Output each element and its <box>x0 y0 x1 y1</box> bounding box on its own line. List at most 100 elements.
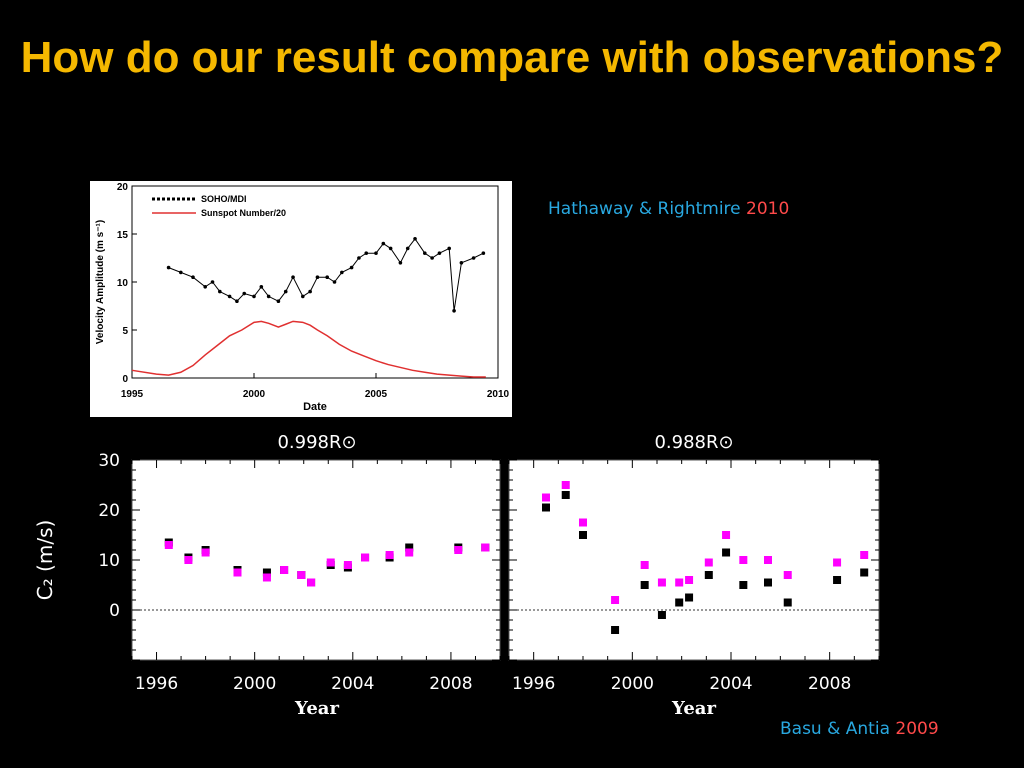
c2-0988-magenta-point <box>764 556 772 564</box>
soho-mdi-point <box>430 256 434 260</box>
c2-0998-magenta-point <box>201 548 210 557</box>
velocity-ylabel: Velocity Amplitude (m s⁻¹) <box>95 220 106 344</box>
soho-mdi-point <box>308 289 312 294</box>
c2-0998-magenta-point <box>361 553 370 562</box>
soho-mdi-point <box>459 261 464 265</box>
soho-mdi-point <box>259 285 264 289</box>
c2-0998-magenta-point <box>297 571 306 579</box>
c2-0988-magenta-point <box>722 531 731 539</box>
c2-0998-x-tick-label: 2008 <box>429 674 472 694</box>
velocity-y-tick-label: 5 <box>122 326 128 337</box>
soho-mdi-point <box>447 246 452 251</box>
c2-chart-0988: 1996 2000 2004 2008 0.988R⊙ Year <box>508 432 880 719</box>
c2-ylabel: C₂ (m/s) <box>33 520 57 601</box>
velocity-legend: SOHO/MDI Sunspot Number/20 <box>152 194 286 218</box>
c2-0998-magenta-point <box>343 561 352 569</box>
c2-0988-magenta-point <box>704 558 713 567</box>
sunspot-line <box>131 320 486 378</box>
soho-mdi-point <box>325 275 330 280</box>
c2-0988-black-point <box>561 491 570 499</box>
velocity-x-tick-label: 1995 <box>121 389 144 400</box>
c2-0988-magenta-point <box>783 571 792 579</box>
c2-0988-plot: 1996 2000 2004 2008 <box>508 459 880 694</box>
c2-0998-magenta-point <box>307 578 316 587</box>
c2-0998-x-tick-label: 2000 <box>233 674 276 694</box>
velocity-chart-background <box>90 181 512 417</box>
soho-mdi-point <box>301 294 305 299</box>
soho-mdi-point <box>276 299 281 304</box>
c2-0988-black-point <box>739 581 748 589</box>
soho-mdi-point <box>357 256 361 260</box>
c2-0998-magenta-point <box>262 573 271 582</box>
c2-0998-magenta-point <box>233 568 242 577</box>
credit-top-year: 2010 <box>746 199 790 219</box>
c2-0998-y-tick-label: 20 <box>98 501 120 521</box>
soho-mdi-point <box>242 291 247 296</box>
velocity-chart-plot: 1995 2000 2005 2010 0 5 10 15 20 <box>117 182 510 400</box>
soho-mdi-point <box>423 251 427 255</box>
c2-0998-magenta-point <box>184 556 193 564</box>
c2-0988-magenta-point <box>675 578 684 587</box>
c2-0998-magenta-point <box>405 548 414 557</box>
c2-0998-magenta-point <box>385 551 394 559</box>
c2-0998-title: 0.998R⊙ <box>277 432 356 453</box>
c2-0988-magenta-point <box>739 556 748 564</box>
c2-0998-frame <box>131 459 501 661</box>
soho-mdi-point <box>210 280 215 284</box>
c2-0998-y-tick-label: 10 <box>98 551 120 571</box>
c2-0988-black-point <box>611 626 620 634</box>
c2-chart-0998: 1996 2000 2004 2008 0 10 20 30 0.998R⊙ Year C₂ … <box>33 432 501 719</box>
c2-0988-frame <box>508 459 880 661</box>
velocity-xlabel: Date <box>303 401 327 413</box>
soho-mdi-point <box>283 289 288 294</box>
c2-0998-black-point <box>405 543 414 552</box>
c2-0988-black-point <box>783 598 792 607</box>
c2-0988-magenta-point <box>657 578 666 587</box>
soho-mdi-point <box>315 275 320 280</box>
soho-mdi-point <box>235 299 239 304</box>
c2-0988-magenta-point <box>833 558 842 567</box>
soho-mdi-point <box>388 246 393 251</box>
c2-0998-magenta-point <box>326 558 335 567</box>
c2-0988-magenta-point <box>579 518 587 527</box>
c2-0988-black-point <box>764 578 772 587</box>
soho-mdi-point <box>405 246 410 251</box>
c2-0998-xlabel: Year <box>294 698 339 719</box>
soho-mdi-point <box>381 241 386 246</box>
credit-bottom-authors: Basu & Antia <box>780 719 890 739</box>
velocity-x-tick-label: 2000 <box>243 389 266 400</box>
c2-0988-magenta-point <box>860 551 869 559</box>
c2-0988-black-point <box>833 576 842 584</box>
c2-0988-x-tick-label: 2000 <box>611 674 654 694</box>
slide-title: How do our result compare with observati… <box>20 33 1004 82</box>
credit-top: Hathaway & Rightmire 2010 <box>548 199 789 219</box>
legend-sunspot-label: Sunspot Number/20 <box>201 208 286 218</box>
c2-0988-black-point <box>860 568 869 577</box>
soho-mdi-point <box>413 237 417 241</box>
soho-mdi-point <box>364 251 369 255</box>
c2-0988-magenta-point <box>640 561 649 569</box>
soho-mdi-point <box>191 275 195 280</box>
credit-bottom: Basu & Antia 2009 <box>780 719 939 739</box>
soho-mdi-point <box>291 275 295 280</box>
c2-0988-black-point <box>722 548 731 557</box>
c2-0988-black-point <box>640 581 649 589</box>
c2-0988-x-tick-label: 2008 <box>808 674 851 694</box>
c2-0988-black-point <box>579 531 587 539</box>
c2-0988-black-point <box>685 593 694 602</box>
c2-0998-x-tick-label: 2004 <box>331 674 374 694</box>
velocity-y-tick-label: 15 <box>117 230 129 241</box>
c2-0998-black-point <box>262 568 271 577</box>
soho-mdi-point <box>452 309 456 313</box>
soho-mdi-point <box>332 280 337 284</box>
c2-0988-black-point <box>704 571 713 579</box>
c2-0988-magenta-point <box>542 493 550 502</box>
soho-mdi-point <box>349 265 354 270</box>
soho-mdi-point <box>437 251 442 255</box>
soho-mdi-point <box>218 289 222 294</box>
soho-mdi-point <box>374 251 378 255</box>
velocity-x-tick-label: 2010 <box>487 389 510 400</box>
c2-0988-x-tick-label: 2004 <box>709 674 752 694</box>
velocity-y-tick-label: 0 <box>122 374 128 385</box>
